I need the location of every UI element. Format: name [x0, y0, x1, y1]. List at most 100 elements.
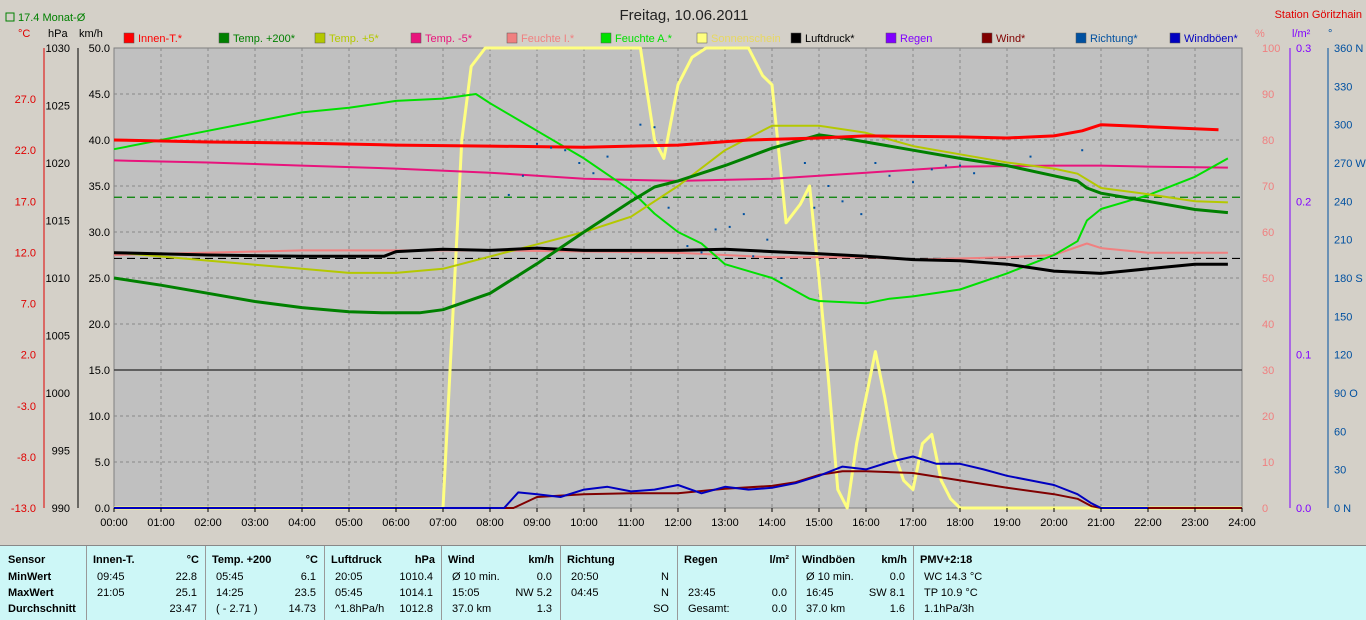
legend-swatch: [600, 32, 612, 44]
y-tick-label: 1005: [46, 331, 70, 343]
stats-innen-time: 09:45: [97, 571, 125, 583]
legend-label[interactable]: Feuchte I.*: [521, 33, 575, 45]
y-tick-label: 27.0: [15, 94, 36, 106]
x-tick-label: 01:00: [147, 517, 175, 529]
station-name: Station Göritzhain: [1275, 9, 1362, 21]
y-tick-label: 180 S: [1334, 273, 1363, 285]
y-tick-label: 0.3: [1296, 43, 1311, 55]
stats-regen-time: Gesamt:: [688, 603, 730, 615]
y-tick-label: 60: [1334, 426, 1346, 438]
legend-label[interactable]: Temp. +5*: [329, 33, 380, 45]
stats-pmv-title: PMV+2:18: [920, 554, 973, 566]
legend-label[interactable]: Temp. +200*: [233, 33, 296, 45]
y-tick-label: 100: [1262, 43, 1280, 55]
legend-swatch: [1169, 32, 1181, 44]
stats-row-max-label: MaxWert: [8, 587, 54, 599]
x-tick-label: 16:00: [852, 517, 880, 529]
x-tick-label: 23:00: [1181, 517, 1209, 529]
legend-label[interactable]: Sonnenschein: [711, 33, 781, 45]
y-tick-label: 60: [1262, 227, 1274, 239]
x-tick-label: 14:00: [758, 517, 786, 529]
stats-richtung-value: SO: [653, 603, 669, 615]
stats-luftdruck-time: 05:45: [335, 587, 363, 599]
series-point-richtung: [930, 168, 933, 171]
y-tick-label: 17.0: [15, 196, 36, 208]
y-tick-label: -13.0: [11, 503, 36, 515]
unit-kmh: km/h: [79, 28, 103, 40]
y-tick-label: 90 O: [1334, 388, 1358, 400]
stats-col-pmv: PMV+2:18 WC 14.3 °C TP 10.9 °C 1.1hPa/3h: [914, 546, 1032, 620]
legend-label[interactable]: Temp. -5*: [425, 33, 473, 45]
y-tick-label: 50.0: [89, 43, 110, 55]
series-line-sonnenschein: [114, 46, 1242, 510]
series-line-windb-en: [114, 455, 1148, 509]
stats-pmv-time: WC 14.3 °C: [924, 571, 983, 583]
series-point-richtung: [700, 251, 703, 254]
unit-degree: °: [1328, 28, 1332, 40]
y-tick-label: 40.0: [89, 135, 110, 147]
stats-col-wind: Wind km/h Ø 10 min. 0.0 15:05 NW 5.2 37.0 km 1.…: [442, 546, 561, 620]
stats-boeen-value: 0.0: [889, 571, 905, 583]
series-line-temp-5: [113, 124, 1228, 274]
series-line-temp-200: [113, 133, 1229, 315]
y-tick-label: 240: [1334, 196, 1352, 208]
y-tick-label: -3.0: [17, 401, 36, 413]
y-tick-label: 300: [1334, 120, 1352, 132]
legend-swatch: [696, 32, 708, 44]
unit-rain: l/m²: [1292, 28, 1311, 40]
legend-swatch: [790, 32, 802, 44]
unit-celsius: °C: [18, 28, 30, 40]
legend-label[interactable]: Wind*: [996, 33, 1026, 45]
x-tick-label: 20:00: [1040, 517, 1068, 529]
y-tick-label: 30.0: [89, 227, 110, 239]
x-tick-label: 12:00: [664, 517, 692, 529]
legend-swatch: [410, 32, 422, 44]
stats-temp200-value: 6.1: [300, 571, 316, 583]
stats-boeen-time: 16:45: [806, 587, 834, 599]
x-tick-label: 08:00: [476, 517, 504, 529]
series-point-richtung: [912, 181, 914, 184]
stats-wind-value: 0.0: [536, 571, 552, 583]
x-tick-label: 15:00: [805, 517, 833, 529]
stats-col-luftdruck: Luftdruck hPa 20:05 1010.4 05:45 1014.1 ^1.8hP…: [325, 546, 442, 620]
legend-label[interactable]: Luftdruck*: [805, 33, 855, 45]
stats-boeen-title: Windböen: [802, 554, 856, 566]
stats-richtung-value: N: [661, 587, 669, 599]
legend-label[interactable]: Innen-T.*: [138, 33, 183, 45]
series-point-richtung: [667, 206, 670, 209]
stats-regen-time: 23:45: [688, 587, 716, 599]
x-tick-label: 19:00: [993, 517, 1021, 529]
y-tick-label: 995: [52, 446, 70, 458]
legend-label[interactable]: Feuchte A.*: [615, 33, 673, 45]
stats-regen-title: Regen: [684, 554, 718, 566]
legend-label[interactable]: Richtung*: [1090, 33, 1138, 45]
y-tick-label: 10.0: [89, 411, 110, 423]
series-line-wind: [114, 470, 1242, 509]
y-tick-label: 22.0: [15, 145, 36, 157]
y-tick-label: 45.0: [89, 89, 110, 101]
series-point-richtung: [959, 164, 961, 167]
y-tick-label: 0.2: [1296, 196, 1311, 208]
series-point-richtung: [578, 162, 581, 164]
legend-swatch: [506, 32, 518, 44]
legend-label[interactable]: Regen: [900, 33, 932, 45]
stats-wind-title: Wind: [448, 554, 475, 566]
stats-richtung-time: 04:45: [571, 587, 599, 599]
stats-richtung-title: Richtung: [567, 554, 615, 566]
stats-luftdruck-value: 1010.4: [399, 571, 433, 583]
series-point-richtung: [813, 206, 816, 209]
y-tick-label: 50: [1262, 273, 1274, 285]
stats-temp200-value: 23.5: [294, 587, 316, 599]
y-tick-label: 35.0: [89, 181, 110, 193]
stats-temp200-time: 14:25: [216, 587, 244, 599]
series-point-richtung: [766, 238, 769, 241]
y-tick-label: 12.0: [15, 247, 36, 259]
x-tick-label: 03:00: [241, 517, 269, 529]
y-tick-label: 0.0: [1296, 503, 1311, 515]
series-point-richtung: [742, 213, 745, 216]
stats-sensor-title: Sensor: [8, 554, 46, 566]
y-tick-label: 2.0: [21, 350, 36, 362]
x-tick-label: 09:00: [523, 517, 551, 529]
legend-label[interactable]: Windböen*: [1184, 33, 1239, 45]
series-point-richtung: [714, 228, 717, 231]
